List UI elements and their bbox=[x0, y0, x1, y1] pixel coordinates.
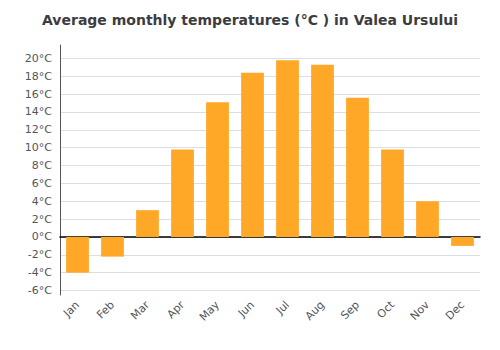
svg-text:Oct: Oct bbox=[374, 298, 397, 321]
svg-text:4°C: 4°C bbox=[32, 195, 52, 208]
svg-text:18°C: 18°C bbox=[25, 70, 52, 83]
svg-text:2°C: 2°C bbox=[32, 213, 52, 226]
svg-text:May: May bbox=[197, 298, 223, 324]
svg-text:Jul: Jul bbox=[273, 298, 292, 317]
svg-text:Average monthly temperatures (: Average monthly temperatures (°C ) in Va… bbox=[42, 12, 458, 28]
svg-text:14°C: 14°C bbox=[25, 105, 52, 118]
svg-text:6°C: 6°C bbox=[32, 177, 52, 190]
svg-text:Aug: Aug bbox=[303, 298, 327, 322]
svg-text:20°C: 20°C bbox=[25, 52, 52, 65]
svg-text:Mar: Mar bbox=[128, 298, 152, 322]
svg-text:16°C: 16°C bbox=[25, 88, 52, 101]
svg-text:Jan: Jan bbox=[60, 298, 82, 320]
svg-text:Nov: Nov bbox=[408, 298, 433, 323]
svg-text:8°C: 8°C bbox=[32, 159, 52, 172]
svg-text:Feb: Feb bbox=[94, 298, 117, 321]
svg-text:Apr: Apr bbox=[164, 298, 187, 321]
svg-text:-2°C: -2°C bbox=[28, 248, 52, 261]
svg-text:Jun: Jun bbox=[235, 298, 257, 320]
svg-text:-4°C: -4°C bbox=[28, 266, 52, 279]
svg-text:Sep: Sep bbox=[338, 298, 362, 322]
svg-text:10°C: 10°C bbox=[25, 141, 52, 154]
svg-text:0°C: 0°C bbox=[32, 230, 52, 243]
svg-text:Dec: Dec bbox=[443, 298, 467, 322]
svg-text:-6°C: -6°C bbox=[28, 284, 52, 297]
svg-text:12°C: 12°C bbox=[25, 123, 52, 136]
